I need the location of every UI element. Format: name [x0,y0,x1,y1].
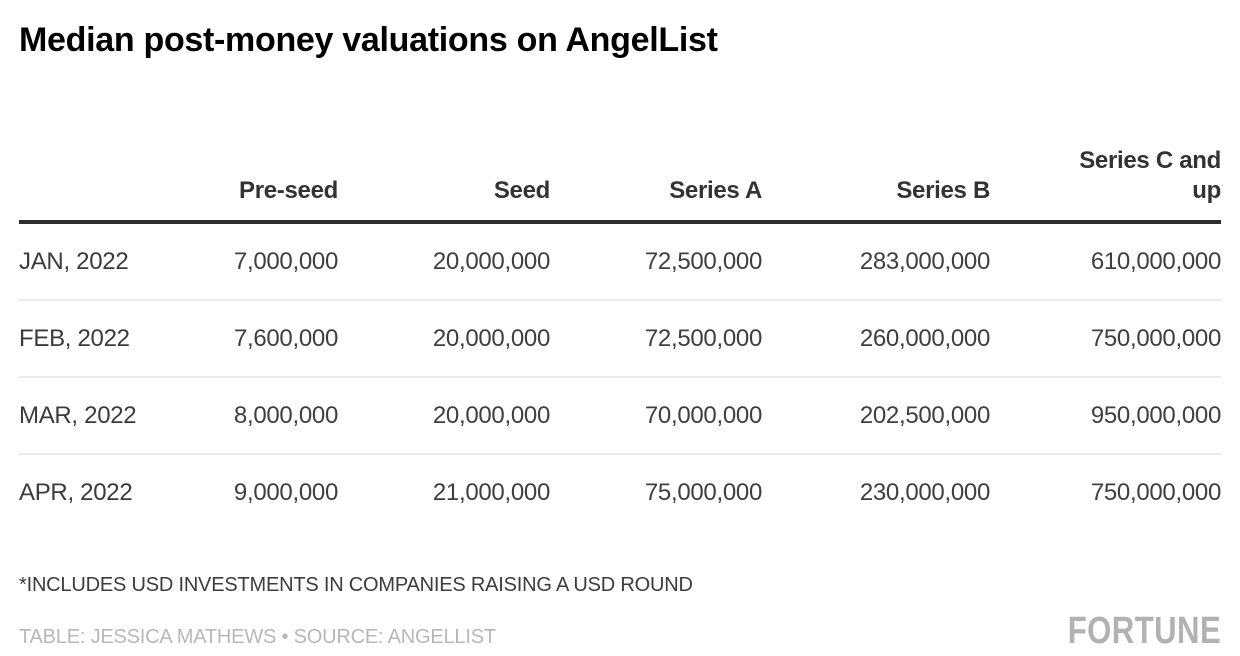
row-label: APR, 2022 [19,453,159,530]
row-label: JAN, 2022 [19,247,129,275]
column-header-empty [19,116,159,224]
cell-value: 72,500,000 [550,299,762,377]
column-header-pre-seed: Pre-seed [159,116,338,224]
credit-line: TABLE: JESSICA MATHEWS • SOURCE: ANGELLI… [19,626,496,648]
column-header-series-b: Series B [762,116,990,224]
column-header-seed: Seed [338,116,550,224]
table-header-row: Pre-seed Seed Series A Series B Series C… [19,116,1221,224]
cell-value: 283,000,000 [859,247,990,275]
table-row: MAR, 2022 8,000,000 20,000,000 70,000,00… [19,376,1221,454]
cell-value: 750,000,000 [990,453,1221,530]
cell-value: 230,000,000 [762,453,990,530]
cell-value: 750,000,000 [990,299,1221,377]
cell-value: 20,000,000 [338,376,550,454]
cell-value: 8,000,000 [159,376,338,454]
column-header-series-c-and-up: Series C and up [990,116,1221,224]
cell-value: 610,000,000 [1090,247,1221,275]
cell-value: 260,000,000 [762,299,990,377]
page-title: Median post-money valuations on AngelLis… [19,21,718,59]
table-row: JAN, 2022 7,000,000 20,000,000 72,500,00… [19,222,1221,300]
fortune-logo: FORTUNE [1067,610,1221,652]
cell-value: 75,000,000 [550,453,762,530]
column-header-series-c-label: Series C and up [1079,147,1221,204]
footer: TABLE: JESSICA MATHEWS • SOURCE: ANGELLI… [19,610,1221,652]
cell-value: 950,000,000 [990,376,1221,454]
row-label: MAR, 2022 [19,376,159,454]
column-header-series-a: Series A [550,116,762,224]
cell-value: 9,000,000 [159,453,338,530]
cell-value: 72,500,000 [644,247,762,275]
cell-value: 20,000,000 [338,299,550,377]
row-label: FEB, 2022 [19,299,159,377]
table-row: APR, 2022 9,000,000 21,000,000 75,000,00… [19,453,1221,530]
table-header: Pre-seed Seed Series A Series B Series C… [19,116,1221,224]
valuations-table: Pre-seed Seed Series A Series B Series C… [19,116,1221,530]
cell-value: 21,000,000 [338,453,550,530]
table-row: FEB, 2022 7,600,000 20,000,000 72,500,00… [19,299,1221,377]
cell-value: 202,500,000 [762,376,990,454]
cell-value: 7,600,000 [159,299,338,377]
cell-value: 7,000,000 [233,247,338,275]
cell-value: 20,000,000 [432,247,550,275]
table-body: JAN, 2022 7,000,000 20,000,000 72,500,00… [19,222,1221,530]
footnote: *INCLUDES USD INVESTMENTS IN COMPANIES R… [19,574,693,596]
cell-value: 70,000,000 [550,376,762,454]
